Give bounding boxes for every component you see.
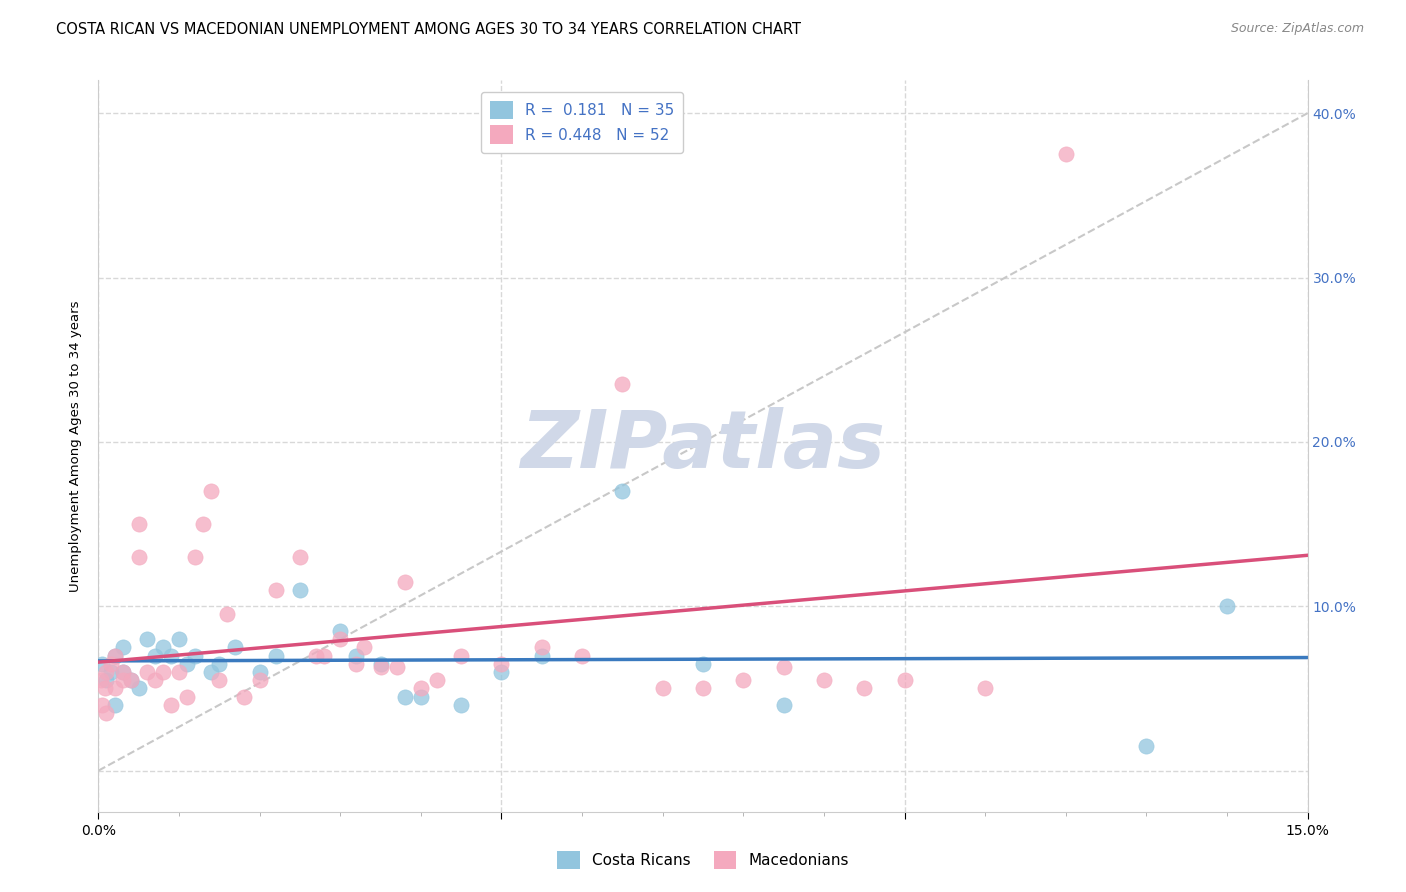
Point	[103, 648, 125, 663]
Point	[176, 690, 198, 704]
Point	[772, 698, 794, 712]
Point	[370, 660, 392, 674]
Point	[111, 665, 134, 679]
Point	[491, 665, 513, 679]
Point	[974, 681, 997, 696]
Point	[232, 690, 254, 704]
Text: ZIPatlas: ZIPatlas	[520, 407, 886, 485]
Point	[91, 698, 114, 712]
Point	[143, 648, 166, 663]
Point	[409, 681, 432, 696]
Y-axis label: Unemployment Among Ages 30 to 34 years: Unemployment Among Ages 30 to 34 years	[69, 301, 83, 591]
Point	[135, 632, 157, 647]
Point	[692, 657, 714, 671]
Point	[288, 582, 311, 597]
Point	[111, 640, 134, 655]
Point	[176, 657, 198, 671]
Point	[491, 657, 513, 671]
Point	[184, 648, 207, 663]
Point	[571, 648, 593, 663]
Point	[612, 377, 634, 392]
Point	[329, 632, 352, 647]
Point	[264, 648, 287, 663]
Point	[103, 681, 125, 696]
Point	[249, 673, 271, 688]
Point	[385, 660, 408, 674]
Point	[733, 673, 755, 688]
Point	[200, 665, 222, 679]
Point	[200, 484, 222, 499]
Point	[120, 673, 142, 688]
Point	[167, 665, 190, 679]
Point	[1216, 599, 1239, 614]
Point	[530, 648, 553, 663]
Point	[167, 632, 190, 647]
Point	[530, 640, 553, 655]
Point	[450, 648, 472, 663]
Text: Source: ZipAtlas.com: Source: ZipAtlas.com	[1230, 22, 1364, 36]
Point	[160, 698, 183, 712]
Point	[111, 673, 134, 688]
Point	[96, 673, 118, 688]
Point	[217, 607, 239, 622]
Point	[135, 665, 157, 679]
Point	[100, 657, 122, 671]
Point	[1135, 739, 1157, 753]
Point	[288, 549, 311, 564]
Point	[314, 648, 336, 663]
Point	[409, 690, 432, 704]
Point	[208, 673, 231, 688]
Point	[344, 648, 367, 663]
Point	[152, 665, 174, 679]
Point	[91, 657, 114, 671]
Point	[264, 582, 287, 597]
Point	[692, 681, 714, 696]
Text: COSTA RICAN VS MACEDONIAN UNEMPLOYMENT AMONG AGES 30 TO 34 YEARS CORRELATION CHA: COSTA RICAN VS MACEDONIAN UNEMPLOYMENT A…	[56, 22, 801, 37]
Point	[96, 665, 118, 679]
Point	[426, 673, 449, 688]
Point	[184, 549, 207, 564]
Point	[394, 574, 416, 589]
Point	[305, 648, 328, 663]
Point	[111, 665, 134, 679]
Legend: Costa Ricans, Macedonians: Costa Ricans, Macedonians	[551, 845, 855, 875]
Point	[853, 681, 876, 696]
Point	[772, 660, 794, 674]
Point	[329, 624, 352, 638]
Point	[208, 657, 231, 671]
Point	[612, 484, 634, 499]
Point	[128, 681, 150, 696]
Point	[94, 681, 117, 696]
Point	[103, 648, 125, 663]
Point	[651, 681, 673, 696]
Point	[249, 665, 271, 679]
Point	[96, 706, 118, 720]
Point	[103, 698, 125, 712]
Point	[100, 665, 122, 679]
Point	[370, 657, 392, 671]
Point	[353, 640, 375, 655]
Legend: R =  0.181   N = 35, R = 0.448   N = 52: R = 0.181 N = 35, R = 0.448 N = 52	[481, 92, 683, 153]
Point	[152, 640, 174, 655]
Point	[193, 517, 215, 532]
Point	[224, 640, 246, 655]
Point	[90, 673, 112, 688]
Point	[143, 673, 166, 688]
Point	[893, 673, 915, 688]
Point	[120, 673, 142, 688]
Point	[1054, 147, 1077, 161]
Point	[344, 657, 367, 671]
Point	[813, 673, 835, 688]
Point	[128, 549, 150, 564]
Point	[128, 517, 150, 532]
Point	[394, 690, 416, 704]
Point	[160, 648, 183, 663]
Point	[450, 698, 472, 712]
